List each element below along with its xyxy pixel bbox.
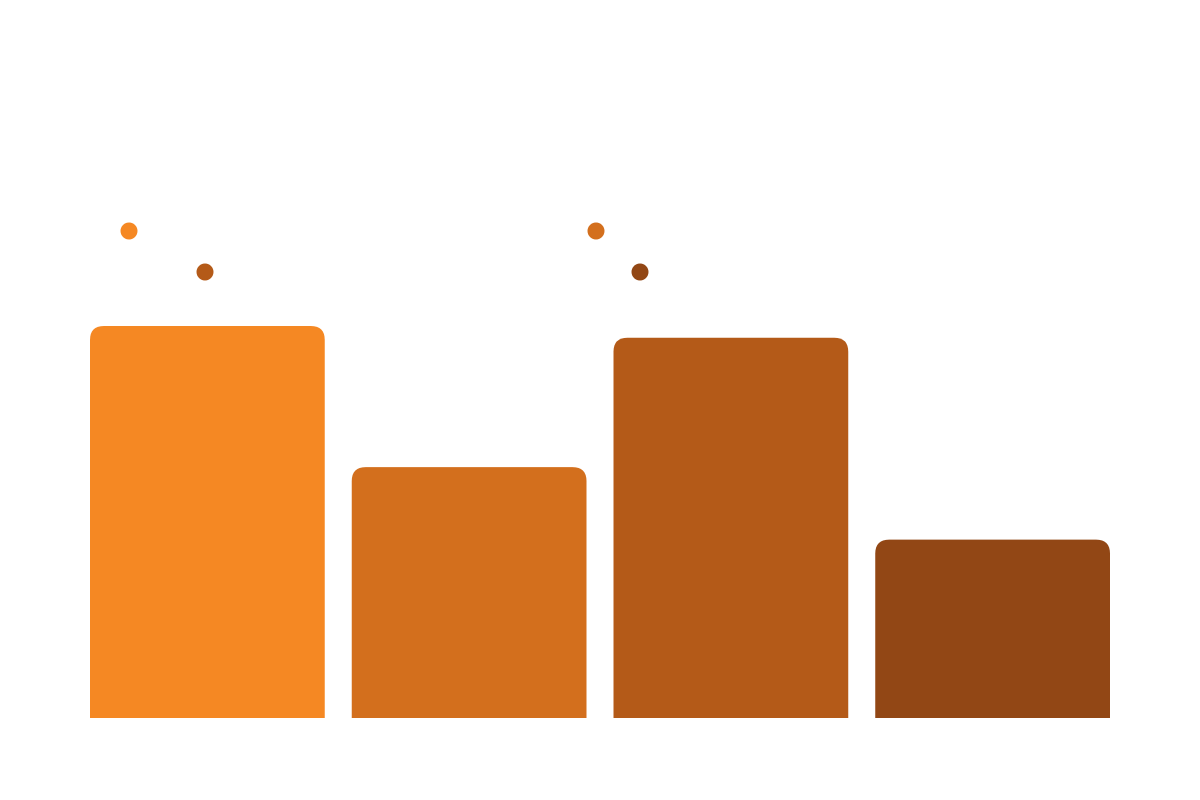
legend-marker-4 <box>631 263 649 281</box>
legend-item-2 <box>196 263 214 281</box>
legend-marker-2 <box>196 263 214 281</box>
bar-1 <box>90 326 325 718</box>
legend-marker-1 <box>120 222 138 240</box>
bar-2 <box>351 467 587 718</box>
bar-4 <box>875 539 1110 718</box>
legend-item-3 <box>587 222 605 240</box>
bar-3 <box>613 337 849 718</box>
legend-marker-3 <box>587 222 605 240</box>
legend-item-4 <box>631 263 649 281</box>
legend-item-1 <box>120 222 138 240</box>
